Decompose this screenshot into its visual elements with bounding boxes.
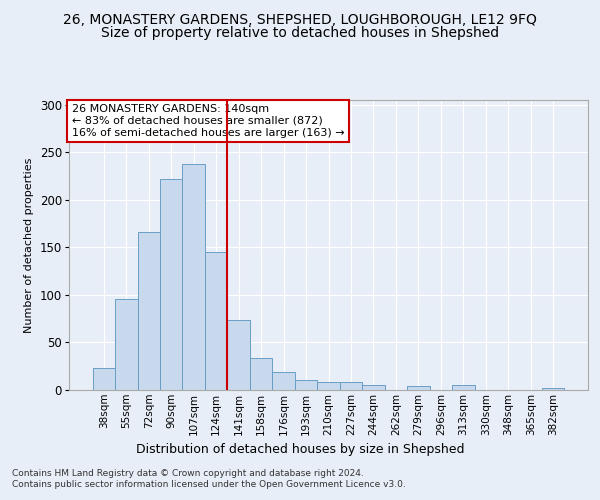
Text: Distribution of detached houses by size in Shepshed: Distribution of detached houses by size …	[136, 442, 464, 456]
Text: 26 MONASTERY GARDENS: 140sqm
← 83% of detached houses are smaller (872)
16% of s: 26 MONASTERY GARDENS: 140sqm ← 83% of de…	[71, 104, 344, 138]
Bar	[227, 320, 250, 390]
Y-axis label: Number of detached properties: Number of detached properties	[24, 158, 34, 332]
Bar	[160, 179, 182, 390]
Bar	[295, 380, 317, 390]
Bar	[542, 388, 565, 390]
Bar	[452, 385, 475, 390]
Bar	[250, 358, 272, 390]
Text: Contains HM Land Registry data © Crown copyright and database right 2024.: Contains HM Land Registry data © Crown c…	[12, 469, 364, 478]
Bar	[340, 382, 362, 390]
Bar	[317, 382, 340, 390]
Bar	[137, 232, 160, 390]
Bar	[182, 164, 205, 390]
Bar	[205, 252, 227, 390]
Bar	[115, 298, 137, 390]
Bar	[272, 372, 295, 390]
Text: Contains public sector information licensed under the Open Government Licence v3: Contains public sector information licen…	[12, 480, 406, 489]
Bar	[362, 385, 385, 390]
Bar	[407, 386, 430, 390]
Bar	[92, 368, 115, 390]
Text: Size of property relative to detached houses in Shepshed: Size of property relative to detached ho…	[101, 26, 499, 40]
Text: 26, MONASTERY GARDENS, SHEPSHED, LOUGHBOROUGH, LE12 9FQ: 26, MONASTERY GARDENS, SHEPSHED, LOUGHBO…	[63, 12, 537, 26]
